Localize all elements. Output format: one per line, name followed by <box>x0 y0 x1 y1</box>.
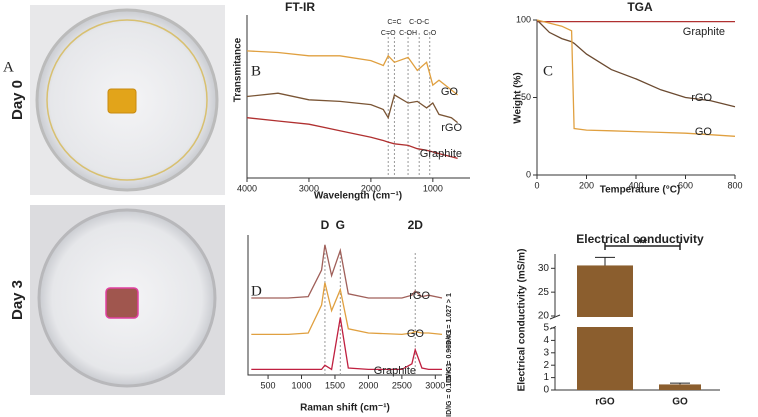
x-tick-label: 4000 <box>237 183 257 193</box>
photo-day0 <box>30 5 225 195</box>
x-tick-label: 1500 <box>325 380 345 390</box>
series-label: GO <box>441 86 459 98</box>
y-axis-label: Electrical conductivity (mS/m) <box>517 249 528 392</box>
annotation: C=C <box>387 19 401 26</box>
significance: ** <box>637 235 648 250</box>
series-line <box>251 244 443 299</box>
annotation: 2D <box>408 218 424 232</box>
x-tick-label: rGO <box>595 397 615 408</box>
y-tick-label: 20 <box>538 311 550 322</box>
x-tick-label: 1000 <box>423 183 443 193</box>
annotation: C-O-C <box>409 19 429 26</box>
break-gap <box>556 317 721 327</box>
x-axis-label: Temperature (°C) <box>600 185 681 196</box>
chart-title: Electrical conductivity <box>576 232 704 246</box>
series-line <box>536 19 736 108</box>
y-tick-label: 5 <box>543 323 549 334</box>
series-label: Graphite <box>420 148 462 160</box>
chart-title: FT-IR <box>285 0 315 14</box>
x-tick-label: 2000 <box>358 380 378 390</box>
photo-label: Day 3 <box>9 280 26 320</box>
y-tick-label: 0 <box>543 385 549 396</box>
y-tick-label: 0 <box>526 169 531 179</box>
series-line <box>246 92 459 124</box>
photo-day3 <box>30 205 225 395</box>
y-tick-label: 4 <box>543 335 549 346</box>
annotation: C-OH <box>399 30 417 37</box>
y-axis-label: Weight (%) <box>513 72 524 123</box>
ratio-label: ID/IG = 0.969 < 1 <box>446 329 453 383</box>
series-line <box>246 117 458 160</box>
series-line <box>251 317 442 371</box>
error-bar <box>670 382 690 385</box>
x-tick-label: 3000 <box>299 183 319 193</box>
y-tick-label: 2 <box>543 360 549 371</box>
annotation: C-O <box>423 30 436 37</box>
y-axis-label: Transmitance <box>233 37 244 102</box>
x-tick-label: 0 <box>534 180 539 190</box>
sample <box>107 88 137 114</box>
y-tick-label: 1 <box>543 372 549 383</box>
bar <box>659 384 701 390</box>
series-label: GO <box>695 126 713 138</box>
panel-label: A <box>3 59 14 75</box>
photo-label: Day 0 <box>9 80 26 120</box>
chart-title: TGA <box>627 0 653 14</box>
dish-rim <box>46 19 208 181</box>
series-label: rGO <box>409 290 430 302</box>
error-bar <box>595 256 615 266</box>
x-axis-label: Wavelength (cm⁻¹) <box>314 191 402 202</box>
x-tick-label: 500 <box>261 380 276 390</box>
y-tick-label: 25 <box>538 287 550 298</box>
annotation: C=O <box>381 30 396 37</box>
x-tick-label: 2500 <box>392 380 412 390</box>
series-line <box>251 282 443 336</box>
panel-label: C <box>543 63 553 79</box>
y-tick-label: 100 <box>516 14 531 24</box>
x-axis-label: Raman shift (cm⁻¹) <box>300 403 390 414</box>
x-tick-label: 2000 <box>361 183 381 193</box>
ratio-label: ID/IG = 0.105 < 1 <box>446 363 453 417</box>
x-tick-label: 200 <box>579 180 594 190</box>
series-label: Graphite <box>374 365 416 377</box>
panel-label: B <box>251 63 261 79</box>
series-line <box>246 50 459 96</box>
y-tick-label: 50 <box>521 92 531 102</box>
series-label: rGO <box>441 122 462 134</box>
x-tick-label: 1000 <box>292 380 312 390</box>
series-label: GO <box>407 328 425 340</box>
x-tick-label: 400 <box>628 180 643 190</box>
x-tick-label: 800 <box>727 180 742 190</box>
annotation: D <box>321 218 330 232</box>
y-tick-label: 30 <box>538 263 550 274</box>
panel-label: D <box>251 283 262 299</box>
sample <box>105 287 139 319</box>
x-tick-label: 3000 <box>425 380 445 390</box>
series-label: Graphite <box>683 26 725 38</box>
series-label: rGO <box>691 92 712 104</box>
significance-bracket <box>604 242 681 250</box>
annotation: G <box>336 218 345 232</box>
x-tick-label: GO <box>672 397 688 408</box>
x-tick-label: 600 <box>678 180 693 190</box>
bar <box>577 265 633 390</box>
y-tick-label: 3 <box>543 347 549 358</box>
ratio-label: ID/IG = 1.027 > 1 <box>446 293 453 347</box>
axes <box>247 235 442 376</box>
series-line <box>536 19 736 137</box>
